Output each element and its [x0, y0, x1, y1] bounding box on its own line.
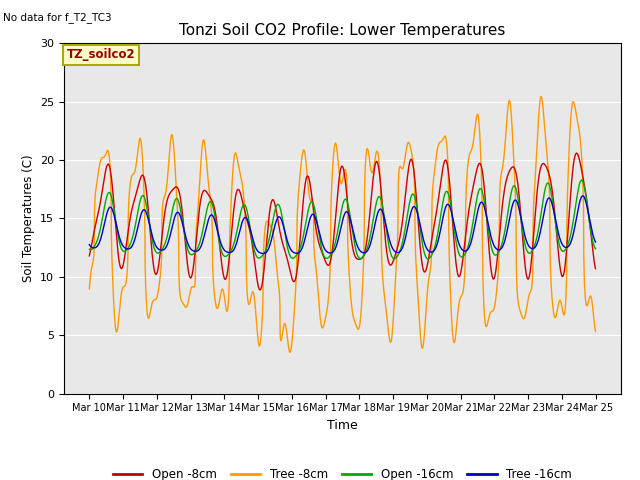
Y-axis label: Soil Temperatures (C): Soil Temperatures (C) — [22, 155, 35, 282]
Text: No data for f_T2_TC3: No data for f_T2_TC3 — [3, 12, 112, 23]
Legend: Open -8cm, Tree -8cm, Open -16cm, Tree -16cm: Open -8cm, Tree -8cm, Open -16cm, Tree -… — [108, 463, 577, 480]
Text: TZ_soilco2: TZ_soilco2 — [67, 48, 136, 61]
Title: Tonzi Soil CO2 Profile: Lower Temperatures: Tonzi Soil CO2 Profile: Lower Temperatur… — [179, 23, 506, 38]
X-axis label: Time: Time — [327, 419, 358, 432]
